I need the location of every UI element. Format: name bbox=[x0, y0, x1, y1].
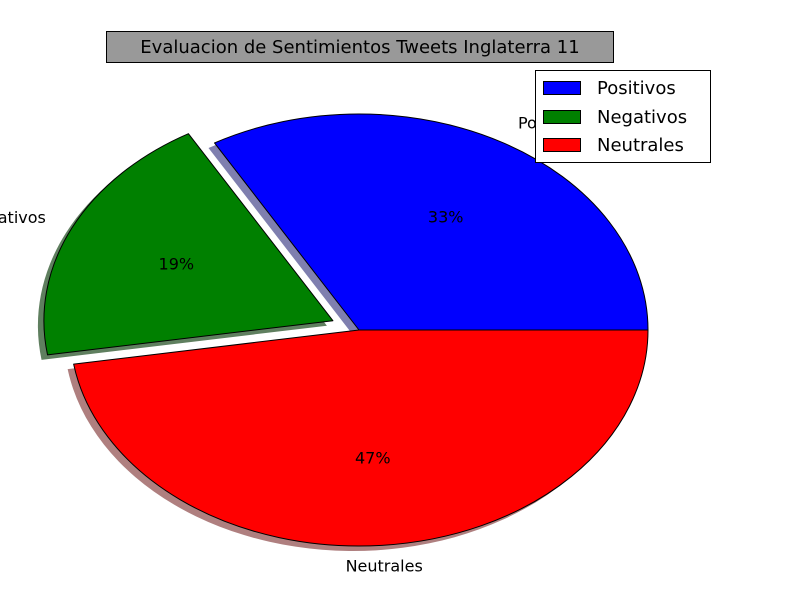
slice-neutrales bbox=[73, 329, 649, 547]
legend: Positivos Negativos Neutrales bbox=[535, 70, 711, 163]
slice-pct-negativos: 19% bbox=[159, 255, 195, 274]
legend-item-positivos: Positivos bbox=[543, 77, 676, 99]
legend-label-positivos: Positivos bbox=[597, 77, 676, 99]
slice-pct-neutrales: 47% bbox=[355, 449, 391, 468]
legend-swatch-negativos bbox=[543, 110, 581, 124]
legend-swatch-positivos bbox=[543, 81, 581, 95]
slice-negativos bbox=[43, 133, 334, 356]
legend-label-neutrales: Neutrales bbox=[597, 134, 684, 156]
slice-pct-positivos: 33% bbox=[428, 207, 464, 226]
legend-swatch-neutrales bbox=[543, 138, 581, 152]
chart-title: Evaluacion de Sentimientos Tweets Inglat… bbox=[106, 31, 614, 63]
slice-label-neutrales: Neutrales bbox=[346, 556, 423, 575]
slice-positivos bbox=[214, 113, 649, 331]
slice-label-negativos: Negativos bbox=[0, 208, 46, 227]
legend-label-negativos: Negativos bbox=[597, 106, 688, 128]
legend-item-negativos: Negativos bbox=[543, 106, 687, 128]
legend-item-neutrales: Neutrales bbox=[543, 134, 684, 156]
